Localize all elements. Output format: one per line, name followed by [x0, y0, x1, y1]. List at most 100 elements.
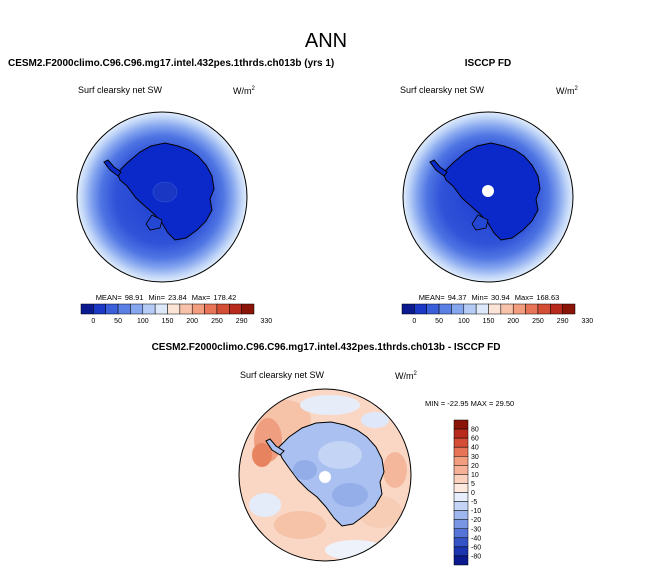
colorbar-swatch — [93, 303, 106, 315]
colorbar-tick-label: 5 — [471, 481, 475, 488]
colorbar-tick-label: 0 — [412, 318, 416, 325]
obs-variable-label: Surf clearsky net SW — [400, 85, 485, 95]
colorbar-tick-label: 250 — [532, 318, 544, 325]
colorbar-swatch — [401, 303, 415, 315]
colorbar-swatch — [142, 303, 156, 315]
colorbar-swatch — [241, 303, 255, 315]
colorbar-tick-label: 0 — [471, 490, 475, 497]
obs-title: ISCCP FD — [465, 58, 512, 69]
colorbar-swatch — [453, 519, 469, 529]
diff-missing-pole — [319, 471, 331, 483]
colorbar-swatch — [453, 483, 469, 493]
colorbar-swatch — [525, 303, 539, 315]
obs-colorbar: 0 50 100 150 200 250 290 330 — [401, 303, 594, 325]
colorbar-swatch — [414, 303, 427, 315]
colorbar-swatch — [167, 303, 181, 315]
diff-map-border — [238, 388, 412, 562]
model-stats: MEAN= 98.91 Min= 23.84 Max= 178.42 — [96, 293, 237, 302]
colorbar-swatch — [475, 303, 489, 315]
colorbar-swatch — [105, 303, 119, 315]
colorbar-swatch — [117, 303, 131, 315]
colorbar-tick-label: -10 — [471, 508, 481, 515]
colorbar-swatch — [453, 510, 469, 520]
colorbar-tick-label: 330 — [261, 318, 273, 325]
obs-ross-region — [471, 214, 489, 231]
colorbar-swatch — [204, 303, 218, 315]
colorbar-swatch — [216, 303, 230, 315]
colorbar-tick-label: 50 — [435, 318, 443, 325]
colorbar-tick-label: 40 — [471, 445, 479, 452]
diff-title: CESM2.F2000climo.C96.C96.mg17.intel.432p… — [152, 342, 501, 353]
colorbar-swatch — [154, 303, 168, 315]
colorbar-swatch — [191, 303, 205, 315]
colorbar-swatch — [453, 474, 469, 484]
page-title: ANN — [305, 30, 347, 52]
obs-map-border — [402, 111, 574, 283]
model-map-border — [76, 111, 248, 283]
colorbar-tick-label: 100 — [137, 318, 149, 325]
colorbar-swatch — [488, 303, 502, 315]
colorbar-swatch — [453, 428, 469, 439]
colorbar-swatch — [453, 528, 469, 539]
colorbar-swatch — [130, 303, 144, 315]
colorbar-swatch — [453, 446, 469, 457]
diff-peninsula — [265, 438, 285, 456]
panel-obs: ISCCP FD Surf clearsky net SW W/m2 MEAN=… — [400, 58, 593, 325]
colorbar-tick-label: 200 — [186, 318, 198, 325]
colorbar-swatch — [179, 303, 193, 315]
model-plateau — [152, 181, 178, 203]
colorbar-tick-label: -40 — [471, 535, 481, 542]
colorbar-tick-label: 10 — [471, 472, 479, 479]
colorbar-swatch — [537, 303, 551, 315]
diff-map — [239, 389, 411, 561]
colorbar-tick-label: 290 — [236, 318, 248, 325]
colorbar-swatch — [463, 303, 477, 315]
colorbar-swatch — [562, 303, 576, 315]
colorbar-swatch — [453, 419, 469, 430]
model-colorbar: 0 50 100 150 200 250 290 330 — [80, 303, 273, 325]
colorbar-tick-label: -5 — [471, 499, 477, 506]
colorbar-tick-label: 150 — [162, 318, 174, 325]
colorbar-swatch — [453, 501, 469, 511]
colorbar-swatch — [453, 546, 469, 557]
colorbar-swatch — [80, 303, 94, 315]
panel-model: CESM2.F2000climo.C96.C96.mg17.intel.432p… — [8, 58, 334, 325]
colorbar-tick-label: 50 — [114, 318, 122, 325]
colorbar-swatch — [453, 465, 469, 475]
colorbar-tick-label: 80 — [471, 427, 479, 434]
colorbar-swatch — [453, 437, 469, 448]
colorbar-swatch — [500, 303, 514, 315]
diff-variable-label: Surf clearsky net SW — [240, 370, 325, 380]
colorbar-tick-label: 290 — [557, 318, 569, 325]
colorbar-tick-label: 20 — [471, 463, 479, 470]
obs-stats: MEAN= 94.37 Min= 30.94 Max= 168.63 — [419, 293, 560, 302]
obs-map — [403, 112, 573, 282]
colorbar-swatch — [453, 555, 469, 566]
colorbar-swatch — [550, 303, 563, 315]
colorbar-swatch — [438, 303, 452, 315]
obs-missing-pole — [482, 185, 494, 197]
obs-units-label: W/m2 — [556, 86, 579, 96]
colorbar-tick-label: -20 — [471, 517, 481, 524]
colorbar-tick-label: 100 — [458, 318, 470, 325]
colorbar-tick-label: 0 — [91, 318, 95, 325]
colorbar-swatch — [426, 303, 440, 315]
model-peninsula — [103, 159, 122, 177]
model-ross-region — [145, 214, 163, 231]
colorbar-tick-label: -60 — [471, 544, 481, 551]
colorbar-swatch — [229, 303, 242, 315]
panel-diff: CESM2.F2000climo.C96.C96.mg17.intel.432p… — [152, 342, 514, 566]
diff-minmax: MIN = -22.95 MAX = 29.50 — [425, 399, 514, 408]
colorbar-tick-label: 30 — [471, 454, 479, 461]
colorbar-swatch — [451, 303, 465, 315]
diff-colorbar: 80 60 40 30 20 10 5 0 -5 -10 -20 -30 -40 -60 -80 — [453, 419, 481, 566]
colorbar-swatch — [453, 492, 469, 502]
colorbar-swatch — [453, 456, 469, 466]
model-title: CESM2.F2000climo.C96.C96.mg17.intel.432p… — [8, 58, 334, 69]
model-map — [77, 112, 247, 282]
colorbar-swatch — [453, 537, 469, 548]
colorbar-tick-label: 150 — [483, 318, 495, 325]
colorbar-tick-label: -30 — [471, 526, 481, 533]
colorbar-tick-label: 330 — [582, 318, 594, 325]
